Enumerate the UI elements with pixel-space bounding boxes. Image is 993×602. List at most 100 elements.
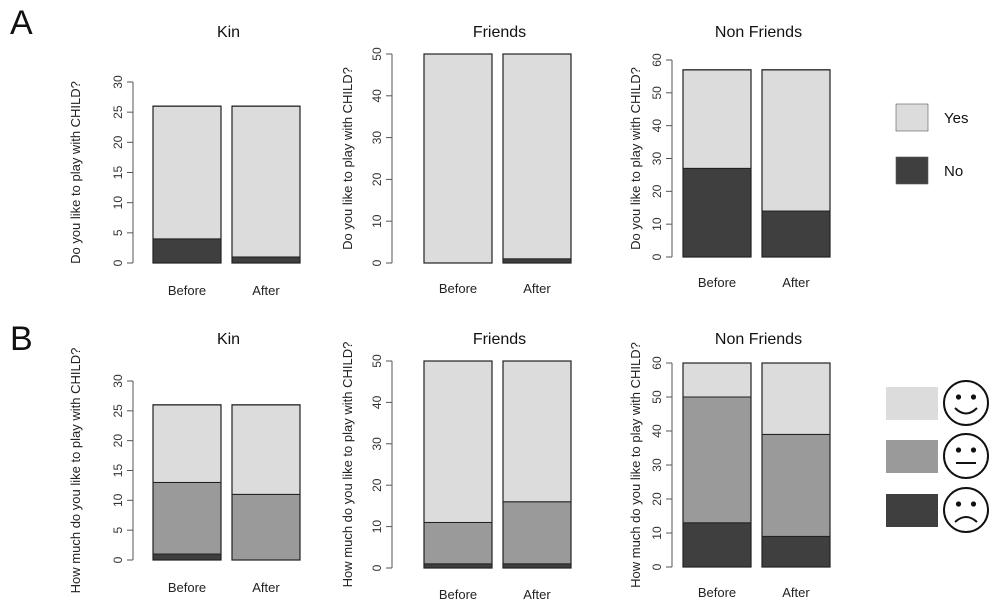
y-tick-label: 40: [650, 424, 664, 438]
bar-outline: [761, 69, 831, 258]
y-tick-label: 20: [650, 492, 664, 506]
bar-segment: [682, 69, 752, 169]
category-label: Before: [439, 587, 477, 602]
y-axis-label: Do you like to play with CHILD?: [340, 67, 355, 250]
bar-outline: [502, 53, 572, 264]
bar-segment: [502, 563, 572, 569]
y-axis-label: Do you like to play with CHILD?: [68, 81, 83, 264]
bar-segment: [502, 360, 572, 503]
y-tick-label: 25: [111, 404, 125, 418]
bar-segment: [231, 493, 301, 561]
bar-outline: [152, 105, 222, 264]
category-label: Before: [168, 283, 206, 298]
chart-a-2: Non Friends 0 10 20 30 40 50 60 Do you like to p…: [628, 24, 831, 290]
y-tick-label: 20: [111, 434, 125, 448]
y-tick-label: 20: [111, 135, 125, 149]
y-tick-label: 15: [111, 166, 125, 180]
category-label: After: [782, 585, 810, 600]
panel-letter-a: A: [10, 4, 33, 42]
y-tick-label: 50: [370, 354, 384, 368]
legend-swatch-happy: [886, 387, 938, 420]
y-tick-label: 30: [370, 437, 384, 451]
chart-b-3: Kin 0 5 10 15 20 25 30 How much do you like to p…: [68, 331, 301, 595]
chart-title: Kin: [217, 331, 240, 348]
bar-segment: [231, 404, 301, 495]
chart-a-1: Friends 0 10 20 30 40 50 Do you like to play wi…: [340, 24, 572, 296]
y-tick-label: 10: [370, 520, 384, 534]
y-tick-label: 40: [650, 119, 664, 133]
y-tick-label: 10: [111, 493, 125, 507]
y-axis-label: How much do you like to play with CHILD?: [628, 342, 643, 588]
category-label: After: [523, 281, 551, 296]
chart-title: Non Friends: [715, 24, 802, 41]
y-tick-label: 20: [650, 184, 664, 198]
y-tick-label: 50: [650, 390, 664, 404]
bar-outline: [423, 53, 493, 264]
bar-segment: [152, 481, 222, 555]
category-label: Before: [439, 281, 477, 296]
bar-outline: [231, 404, 301, 561]
panel-letter-b: B: [10, 320, 33, 358]
legend-swatch-neutral: [886, 440, 938, 473]
legend-swatch-sad: [886, 494, 938, 527]
bar-segment: [502, 258, 572, 264]
y-axis-label: Do you like to play with CHILD?: [628, 67, 643, 250]
bar-segment: [152, 553, 222, 561]
legend-swatch-no: [895, 156, 929, 185]
y-tick-label: 60: [650, 356, 664, 370]
y-axis-label: How much do you like to play with CHILD?: [340, 342, 355, 588]
y-tick-label: 0: [111, 556, 125, 563]
y-tick-label: 40: [370, 395, 384, 409]
category-label: Before: [698, 275, 736, 290]
bar-segment: [423, 563, 493, 569]
y-tick-label: 50: [650, 86, 664, 100]
charts-group: Kin 0 5 10 15 20 25 30 Do you like to play with …: [68, 24, 831, 602]
y-tick-label: 5: [111, 229, 125, 236]
y-tick-label: 0: [650, 253, 664, 260]
bar-segment: [423, 360, 493, 523]
bar-outline: [152, 404, 222, 561]
y-tick-label: 40: [370, 89, 384, 103]
chart-b-5: Non Friends 0 10 20 30 40 50 60 How much do you …: [628, 331, 831, 600]
y-tick-label: 0: [370, 564, 384, 571]
y-tick-label: 10: [370, 214, 384, 228]
y-tick-label: 25: [111, 105, 125, 119]
chart-a-0: Kin 0 5 10 15 20 25 30 Do you like to play with …: [68, 24, 301, 298]
chart-title: Friends: [473, 24, 526, 41]
bar-segment: [682, 522, 752, 568]
bar-outline: [682, 362, 752, 568]
bar-segment: [231, 105, 301, 258]
bar-segment: [152, 105, 222, 240]
legend-label-no: No: [944, 163, 963, 180]
bar-outline: [502, 360, 572, 569]
y-tick-label: 0: [650, 563, 664, 570]
category-label: After: [523, 587, 551, 602]
bar-segment: [761, 69, 831, 212]
y-tick-label: 30: [650, 458, 664, 472]
y-tick-label: 5: [111, 527, 125, 534]
bar-outline: [231, 105, 301, 264]
category-label: After: [252, 580, 280, 595]
chart-title: Friends: [473, 331, 526, 348]
y-tick-label: 30: [650, 152, 664, 166]
y-tick-label: 20: [370, 172, 384, 186]
bar-segment: [423, 521, 493, 565]
legend-swatch-yes: [895, 103, 929, 132]
chart-title: Kin: [217, 24, 240, 41]
legend-a: Yes No: [895, 103, 968, 185]
bar-segment: [423, 53, 493, 264]
y-tick-label: 20: [370, 478, 384, 492]
category-label: Before: [698, 585, 736, 600]
bar-segment: [152, 238, 222, 264]
bar-segment: [502, 53, 572, 260]
y-tick-label: 30: [111, 374, 125, 388]
chart-title: Non Friends: [715, 331, 802, 348]
bar-segment: [682, 396, 752, 524]
y-axis-label: How much do you like to play with CHILD?: [68, 348, 83, 594]
y-tick-label: 60: [650, 53, 664, 67]
sad-face-icon: [943, 487, 989, 533]
y-tick-label: 10: [650, 217, 664, 231]
bar-segment: [231, 256, 301, 264]
bar-segment: [682, 167, 752, 258]
y-tick-label: 30: [111, 75, 125, 89]
